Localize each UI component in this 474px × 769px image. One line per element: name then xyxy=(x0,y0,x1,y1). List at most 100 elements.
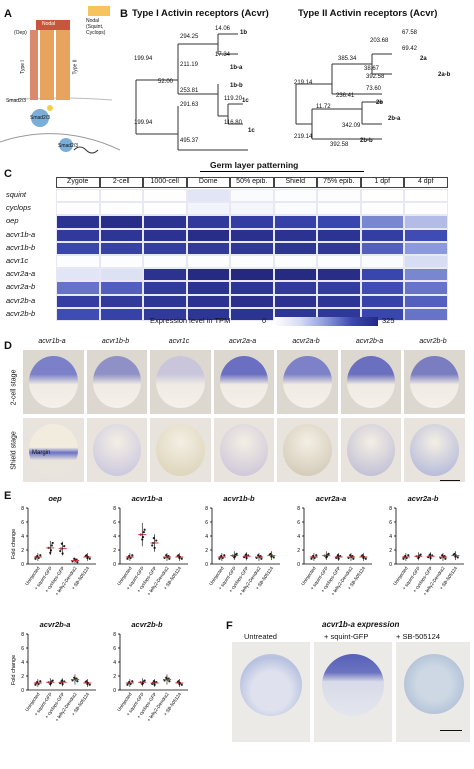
condition-squint: + squint-GFP xyxy=(324,632,369,641)
tree1-value-5: 52.00 xyxy=(158,79,174,85)
shield-embryo-photo xyxy=(340,418,401,482)
panel-f-title: acvr1b-a expression xyxy=(322,620,400,629)
heatmap-cell xyxy=(99,255,143,269)
heatmap-cell xyxy=(186,228,230,242)
y-tick-label: 4 xyxy=(113,660,116,666)
smad-top-label: Smad2/3 xyxy=(6,98,27,104)
heatmap-row-label-4: acvr1b-b xyxy=(6,242,36,252)
heatmap-cell xyxy=(99,281,143,295)
dot-plot-title-6: acvr2b-b xyxy=(131,620,163,629)
tree2-value-3: 385.34 xyxy=(338,56,357,62)
heatmap-cell xyxy=(317,268,361,282)
heatmap-cell xyxy=(230,241,274,255)
y-tick-label: 2 xyxy=(113,548,116,554)
heatmap-cell xyxy=(186,241,230,255)
heatmap-cell xyxy=(230,215,274,229)
y-tick-label: 0 xyxy=(297,562,300,568)
y-tick-label: 6 xyxy=(113,646,116,652)
dot-plot-title-4: acvr2a-b xyxy=(407,494,439,503)
tree2-value-4: 38.67 xyxy=(364,66,380,72)
heatmap-cell xyxy=(99,228,143,242)
tree2-value-11: 342.09 xyxy=(342,123,361,129)
scale-bar-d xyxy=(440,480,460,481)
tree1-value-2: 294.25 xyxy=(180,34,199,40)
heatmap: Zygote 2-cell 1000-cell Dome 50% epib. Shield… xyxy=(0,160,474,330)
heatmap-cell xyxy=(360,228,404,242)
heatmap-cell xyxy=(317,189,361,203)
tree2-leaf-2: 2b xyxy=(376,100,384,106)
scale-min: 0 xyxy=(262,316,267,325)
heatmap-row-label-7: acvr2a-b xyxy=(6,282,36,292)
y-tick-label: 6 xyxy=(21,646,24,652)
heatmap-row-label-6: acvr2a-a xyxy=(6,269,36,279)
two-cell-embryo-photo xyxy=(340,350,401,414)
shield-embryo-photo xyxy=(404,418,465,482)
heatmap-cell xyxy=(404,255,448,269)
heatmap-cell xyxy=(143,189,187,203)
y-tick-label: 4 xyxy=(389,534,392,540)
heatmap-row-label-8: acvr2b-a xyxy=(6,295,36,305)
tree1-value-8: 119.20 xyxy=(224,96,242,102)
heatmap-cell xyxy=(360,202,404,216)
oep-label: (Oep) xyxy=(14,30,27,36)
heatmap-cell xyxy=(143,215,187,229)
heatmap-column-7: 1 dpf xyxy=(360,177,404,188)
heatmap-cell xyxy=(404,202,448,216)
y-tick-label: 2 xyxy=(21,674,24,680)
heatmap-cell xyxy=(273,189,317,203)
tree2-value-6: 219.14 xyxy=(294,80,313,86)
heatmap-cell xyxy=(230,189,274,203)
heatmap-cell xyxy=(273,255,317,269)
heatmap-cell xyxy=(56,189,100,203)
heatmap-row-label-9: acvr2b-b xyxy=(6,308,36,318)
tree2-value-1: 67.58 xyxy=(402,30,418,36)
heatmap-cell xyxy=(404,281,448,295)
heatmap-cell xyxy=(230,281,274,295)
tree2-value-12: 392.58 xyxy=(330,142,349,148)
panel-f-label: F xyxy=(226,620,233,632)
smad-nuc-label: Smad2/3 xyxy=(58,143,79,149)
heatmap-cell xyxy=(56,307,100,321)
dot-plot-title-0: oep xyxy=(48,494,62,503)
heatmap-cell xyxy=(143,294,187,308)
y-tick-label: 8 xyxy=(389,506,392,512)
y-tick-label: 0 xyxy=(21,562,24,568)
heatmap-cell xyxy=(56,268,100,282)
heatmap-cell xyxy=(230,255,274,269)
shield-embryo-photo xyxy=(213,418,274,482)
y-tick-label: 4 xyxy=(205,534,208,540)
heatmap-cell xyxy=(143,241,187,255)
panel-f: F acvr1b-a expression Untreated + squint… xyxy=(226,620,474,760)
y-tick-label: 6 xyxy=(113,520,116,526)
signaling-diagram xyxy=(0,6,120,154)
heatmap-column-5: Shield xyxy=(273,177,317,188)
dot-plot-title-1: acvr1b-a xyxy=(131,494,163,503)
heatmap-cell xyxy=(230,268,274,282)
heatmap-column-3: Dome xyxy=(186,177,230,188)
tree1-value-6: 253.81 xyxy=(180,88,199,94)
margin-label: Margin xyxy=(32,450,51,456)
two-cell-embryo-photo xyxy=(213,350,274,414)
heatmap-cell xyxy=(143,228,187,242)
in-situ-gene-4: acvr2a-b xyxy=(292,338,320,345)
receptor-type-ii xyxy=(56,30,70,100)
heatmap-cell xyxy=(143,281,187,295)
heatmap-cell xyxy=(99,294,143,308)
heatmap-column-6: 75% epib. xyxy=(317,177,361,188)
heatmap-cell xyxy=(99,241,143,255)
tree1-value-7: 291.63 xyxy=(180,102,199,108)
heatmap-cell xyxy=(56,215,100,229)
y-tick-label: 2 xyxy=(389,548,392,554)
heatmap-cell xyxy=(56,255,100,269)
type-ii-tree xyxy=(295,53,392,140)
heatmap-cell xyxy=(143,255,187,269)
smad-mid-label: Smad2/3 xyxy=(30,115,51,121)
type-ii-label: Type II xyxy=(72,59,79,75)
heatmap-cell xyxy=(404,241,448,255)
panel-c: C Germ layer patterning Zygote 2-cell 1000… xyxy=(0,160,474,330)
heatmap-column-1: 2-cell xyxy=(99,177,143,188)
heatmap-cell xyxy=(404,294,448,308)
in-situ-gene-0: acvr1b-a xyxy=(38,338,66,345)
heatmap-cell xyxy=(56,294,100,308)
